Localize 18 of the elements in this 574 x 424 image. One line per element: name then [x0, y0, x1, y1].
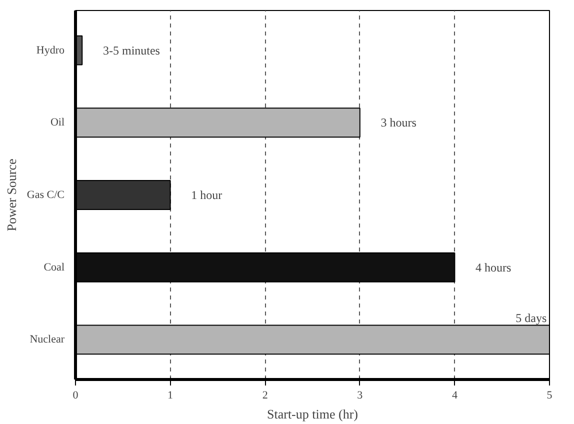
y-tick-label: Oil — [50, 116, 65, 129]
x-tick-label: 0 — [72, 390, 79, 402]
x-tick-label: 5 — [546, 390, 553, 402]
x-tick-label: 4 — [452, 390, 458, 402]
data-label: 1 hour — [191, 188, 222, 202]
x-tick-label: 1 — [168, 390, 174, 402]
x-tick-label: 3 — [357, 390, 364, 402]
y-tick-label: Hydro — [36, 44, 65, 56]
y-tick-label: Coal — [44, 261, 65, 274]
data-label: 3 hours — [380, 116, 417, 130]
data-label: 5 days — [516, 311, 547, 325]
x-axis-title: Start-up time (hr) — [267, 406, 358, 422]
data-label: 4 hours — [476, 260, 512, 274]
x-tick-label: 2 — [262, 390, 268, 402]
y-tick-label: Nuclear — [30, 334, 65, 346]
y-axis-title: Power Source — [4, 158, 19, 232]
y-tick-label: Gas C/C — [26, 189, 65, 201]
data-label: 3-5 minutes — [102, 43, 160, 58]
